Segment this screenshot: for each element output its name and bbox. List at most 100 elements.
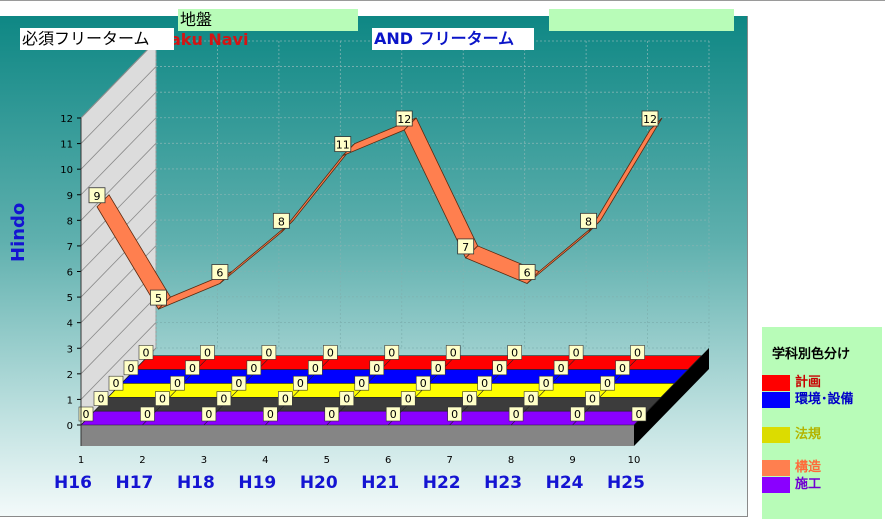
required-keyword-box[interactable]: 必須フリーターム: [20, 28, 174, 50]
wall-hatch-line: [80, 91, 157, 170]
data-label-box: [580, 212, 597, 229]
y-tick-label: 2: [67, 370, 73, 381]
zero-label-box: [631, 406, 647, 422]
data-label: 5: [155, 292, 162, 305]
wall-hatch-line: [80, 117, 157, 196]
zero-label-box: [261, 345, 277, 360]
data-label-box: [395, 110, 413, 127]
zero-label-box: [308, 360, 323, 376]
data-label-box: [334, 136, 352, 152]
x-category-label: H25: [607, 473, 645, 493]
zero-label: 0: [220, 393, 227, 406]
zero-label-box: [140, 406, 155, 422]
x-tick-label: 9: [569, 455, 575, 466]
zero-label-box: [508, 406, 524, 422]
zero-label: 0: [282, 393, 289, 406]
zero-label: 0: [312, 362, 319, 375]
y-tick-label: 0: [67, 421, 73, 432]
zero-label: 0: [113, 377, 120, 390]
legend-label-kankyo: 環境･設備: [795, 392, 854, 407]
y-tick-label: 4: [67, 319, 73, 330]
zero-label: 0: [83, 408, 90, 421]
x-tick-label: 10: [628, 455, 641, 466]
top-border: [0, 0, 885, 1]
zero-label-box: [568, 345, 584, 360]
y-tick-label: 1: [67, 395, 73, 406]
data-label: 12: [643, 113, 657, 126]
zero-label: 0: [636, 408, 643, 421]
zero-label: 0: [511, 346, 518, 359]
zero-label: 0: [481, 377, 488, 390]
keyword-box-empty[interactable]: [549, 9, 734, 31]
floor-slab-side: [634, 348, 709, 446]
zero-label: 0: [174, 377, 181, 390]
data-label-box: [518, 264, 536, 280]
zero-label-box: [630, 345, 645, 360]
zero-label-box: [93, 391, 109, 406]
data-label: 7: [462, 241, 469, 254]
wall-hatch-line: [80, 143, 157, 221]
zero-label-box: [384, 345, 400, 360]
zero-label: 0: [496, 362, 503, 375]
zero-label-box: [231, 375, 247, 391]
y-tick-label: 5: [67, 293, 73, 304]
zero-label: 0: [143, 346, 150, 359]
zero-label-box: [445, 345, 461, 360]
zero-label: 0: [250, 362, 257, 375]
zero-label-box: [523, 391, 539, 406]
x-category-label: H16: [54, 473, 92, 493]
line-segment: [403, 117, 479, 259]
zero-label-box: [216, 391, 232, 406]
line-segment: [281, 143, 356, 233]
legend: 学科別色分け 計画 環境･設備 法規 構造 施工: [762, 327, 882, 519]
x-category-label: H20: [300, 473, 338, 493]
zero-label-box: [201, 406, 217, 422]
zero-label: 0: [204, 346, 211, 359]
floor-ribbon: [80, 410, 649, 426]
zero-label-box: [585, 391, 600, 406]
zero-label-box: [323, 345, 338, 360]
zero-label-box: [462, 391, 477, 406]
zero-label: 0: [450, 346, 457, 359]
x-tick-label: 1: [78, 455, 84, 466]
zero-label: 0: [390, 408, 397, 421]
zero-label-box: [507, 345, 522, 360]
x-tick-label: 6: [385, 455, 391, 466]
zero-label: 0: [604, 377, 611, 390]
zero-label-box: [108, 375, 124, 391]
y-tick-label: 12: [60, 114, 73, 125]
legend-swatch-kankyo: [762, 392, 790, 408]
zero-label-box: [246, 360, 262, 376]
zero-label-box: [430, 360, 446, 376]
y-tick-label: 9: [67, 191, 73, 202]
x-category-label: H22: [423, 473, 461, 493]
zero-label-box: [447, 406, 462, 422]
wall-hatch-line: [80, 168, 157, 247]
x-category-label: H24: [546, 473, 584, 493]
zero-label: 0: [405, 393, 412, 406]
zero-label-box: [415, 375, 431, 391]
keyword-box[interactable]: 地盤: [178, 9, 358, 31]
x-tick-label: 4: [262, 455, 268, 466]
zero-label-box: [492, 360, 507, 376]
zero-label-box: [185, 360, 200, 376]
zero-label-box: [278, 391, 293, 406]
zero-label: 0: [265, 346, 272, 359]
data-label-box: [150, 289, 167, 306]
and-keyword-box[interactable]: AND フリーターム: [372, 28, 534, 50]
legend-swatch-keikaku: [762, 375, 790, 391]
zero-label: 0: [543, 377, 550, 390]
zero-label-box: [385, 406, 401, 422]
data-label: 8: [278, 215, 285, 228]
zero-label: 0: [420, 377, 427, 390]
zero-label: 0: [451, 408, 458, 421]
zero-label: 0: [189, 362, 196, 375]
zero-label: 0: [573, 346, 580, 359]
zero-label: 0: [388, 346, 395, 359]
legend-title: 学科別色分け: [772, 347, 851, 362]
zero-label-box: [293, 375, 308, 391]
wall-hatch-line: [80, 219, 157, 298]
zero-label: 0: [267, 408, 274, 421]
zero-label: 0: [328, 408, 335, 421]
